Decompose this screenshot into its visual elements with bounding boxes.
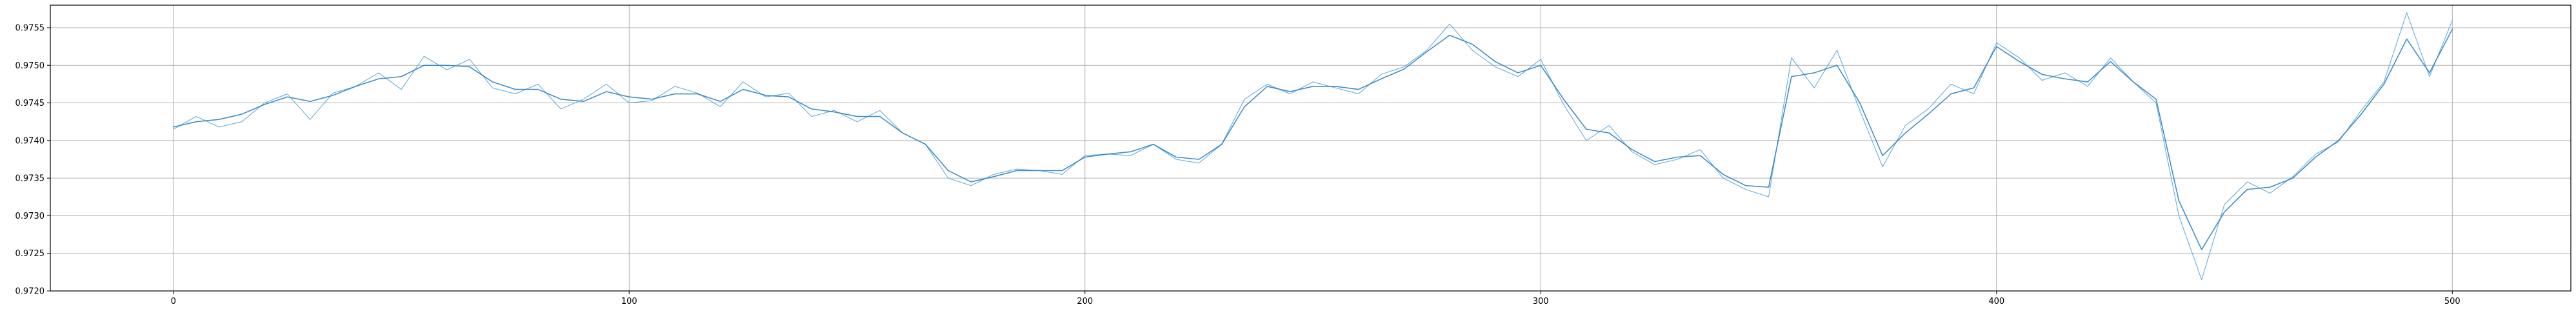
x-tick-label: 500	[2444, 297, 2461, 306]
y-tick-label: 0.9755	[15, 23, 45, 33]
x-tick-label: 200	[1077, 297, 1093, 306]
x-tick-label: 0	[171, 297, 176, 306]
x-tick-label: 100	[621, 297, 637, 306]
x-tick-label: 300	[1533, 297, 1549, 306]
x-tick-label: 400	[1988, 297, 2004, 306]
y-tick-label: 0.9750	[15, 61, 45, 71]
y-tick-label: 0.9735	[15, 174, 45, 184]
y-tick-label: 0.9725	[15, 249, 45, 259]
plot-frame	[50, 5, 2571, 292]
y-tick-label: 0.9740	[15, 136, 45, 146]
grid	[50, 5, 2571, 292]
y-tick-label: 0.9720	[15, 287, 45, 297]
y-tick-label: 0.9745	[15, 99, 45, 108]
series-group	[172, 12, 2453, 281]
smoothed-series-line	[172, 28, 2453, 250]
x-axis: 0 100 200 300 400 500	[171, 291, 2461, 306]
y-tick-label: 0.9730	[15, 212, 45, 221]
raw-series-line	[173, 12, 2453, 281]
y-axis: 0.9720 0.9725 0.9730 0.9735 0.9740 0.9745 0.97…	[15, 23, 50, 297]
